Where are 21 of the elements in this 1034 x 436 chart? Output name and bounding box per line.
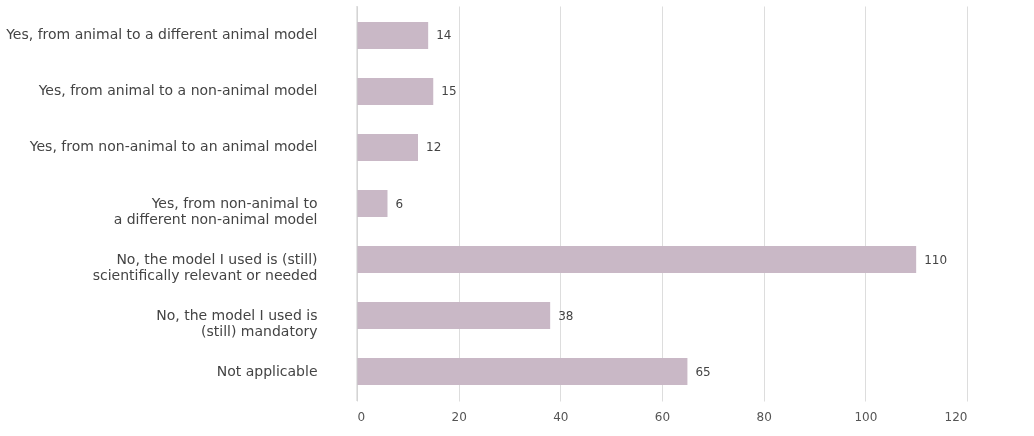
y-tick-label: Not applicable xyxy=(216,362,318,379)
data-label: 15 xyxy=(441,84,457,99)
y-tick-label: No, the model I used is (still) scientifically relevant or needed xyxy=(92,250,318,283)
data-label: 110 xyxy=(924,252,948,267)
x-tick-label: 60 xyxy=(654,409,671,424)
x-tick-label: 100 xyxy=(854,409,878,424)
y-tick-label: Yes, from animal to a different animal model xyxy=(5,26,318,43)
data-label: 14 xyxy=(436,28,452,43)
data-label: 6 xyxy=(395,196,404,211)
data-label: 38 xyxy=(558,308,574,323)
x-tick-label: 80 xyxy=(756,409,772,424)
data-label: 65 xyxy=(695,364,711,379)
y-tick-label: Yes, from non-animal to a different non-animal model xyxy=(113,194,318,227)
x-tick-label: 0 xyxy=(357,409,366,424)
data-label: 12 xyxy=(426,140,442,155)
x-tick-label: 20 xyxy=(451,409,467,424)
y-tick-label: Yes, from animal to a non-animal model xyxy=(37,82,318,99)
x-tick-label: 40 xyxy=(553,409,569,424)
y-tick-label: Yes, from non-animal to an animal model xyxy=(28,138,318,155)
x-tick-label: 120 xyxy=(944,409,968,424)
y-tick-label: No, the model I used is (still) mandatory xyxy=(156,306,318,339)
